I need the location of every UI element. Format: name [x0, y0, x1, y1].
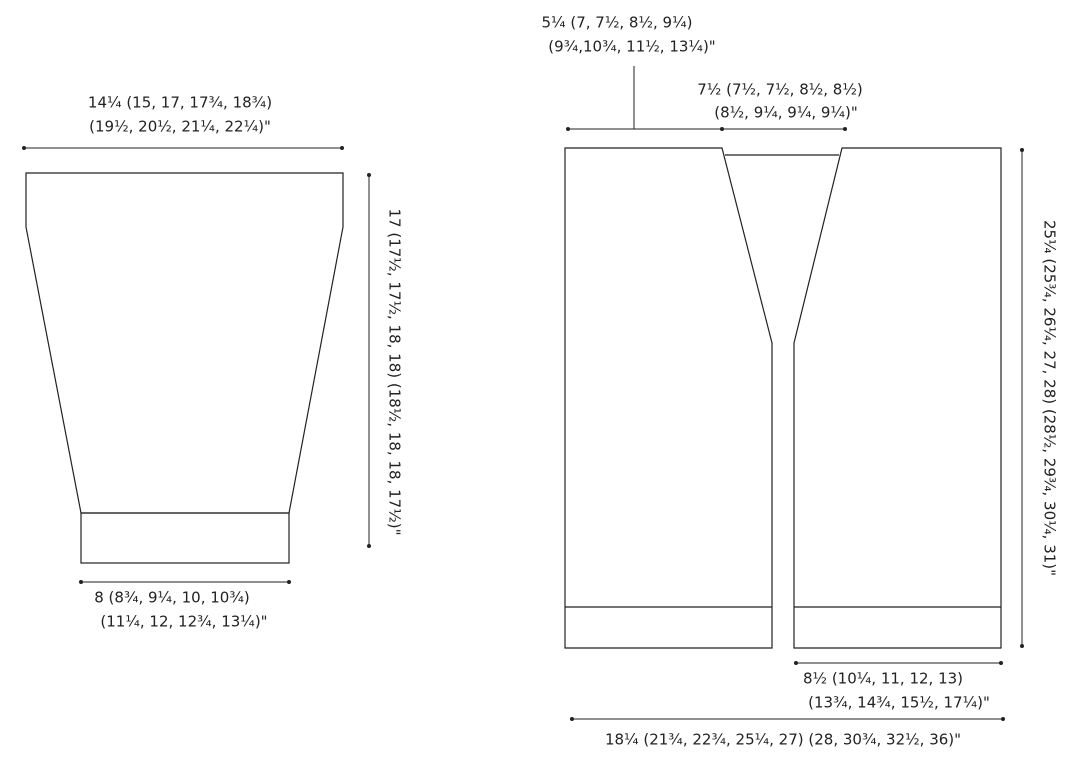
body-width: 18¼ (21¾, 22¾, 25¼, 27) (28, 30¾, 32½, 3… [605, 731, 961, 749]
body-outline [564, 147, 1002, 649]
sleeve-length: 17 (17½, 17½, 18, 18) (18½, 18, 18, 17½)… [386, 209, 404, 536]
body-length: 25¼ (25¾, 26¼, 27, 28) (28½, 29¾, 30¼, 3… [1041, 220, 1059, 576]
shoulder-width: (9¾,10¾, 11½, 13¼)" [548, 38, 715, 56]
shoulder-width: 5¼ (7, 7½, 8½, 9¼) [542, 14, 693, 32]
neck-width: 7½ (7½, 7½, 8½, 8½) [697, 81, 863, 99]
sleeve-cuff-width: (11¼, 12, 12¾, 13¼)" [100, 613, 267, 631]
sleeve-outline [25, 172, 344, 514]
sleeve-dimensions [22, 146, 371, 584]
body-dimensions [566, 66, 1024, 721]
sleeve-top-width: 14¼ (15, 17, 17¾, 18¾) [88, 94, 272, 112]
neck-width: (8½, 9¼, 9¼, 9¼)" [714, 104, 858, 122]
front-width: 8½ (10¼, 11, 12, 13) [803, 670, 963, 688]
sleeve-cuff-width: 8 (8¾, 9¼, 10, 10¾) [94, 589, 250, 607]
sleeve-top-width: (19½, 20½, 21¼, 22¼)" [89, 118, 271, 136]
front-width: (13¾, 14¾, 15½, 17¼)" [808, 694, 990, 712]
sleeve-cuff [80, 512, 290, 564]
